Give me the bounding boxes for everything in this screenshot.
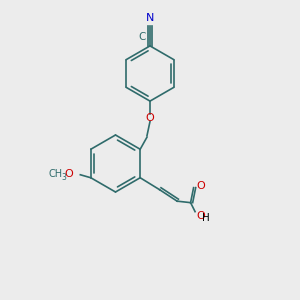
Text: N: N [146,13,154,23]
Text: 3: 3 [61,173,66,182]
Text: O: O [196,211,205,221]
Text: O: O [64,169,73,178]
Text: C: C [139,32,146,42]
Text: O: O [196,181,205,191]
Text: CH: CH [49,169,63,178]
Text: H: H [202,213,209,223]
Text: O: O [146,112,154,123]
